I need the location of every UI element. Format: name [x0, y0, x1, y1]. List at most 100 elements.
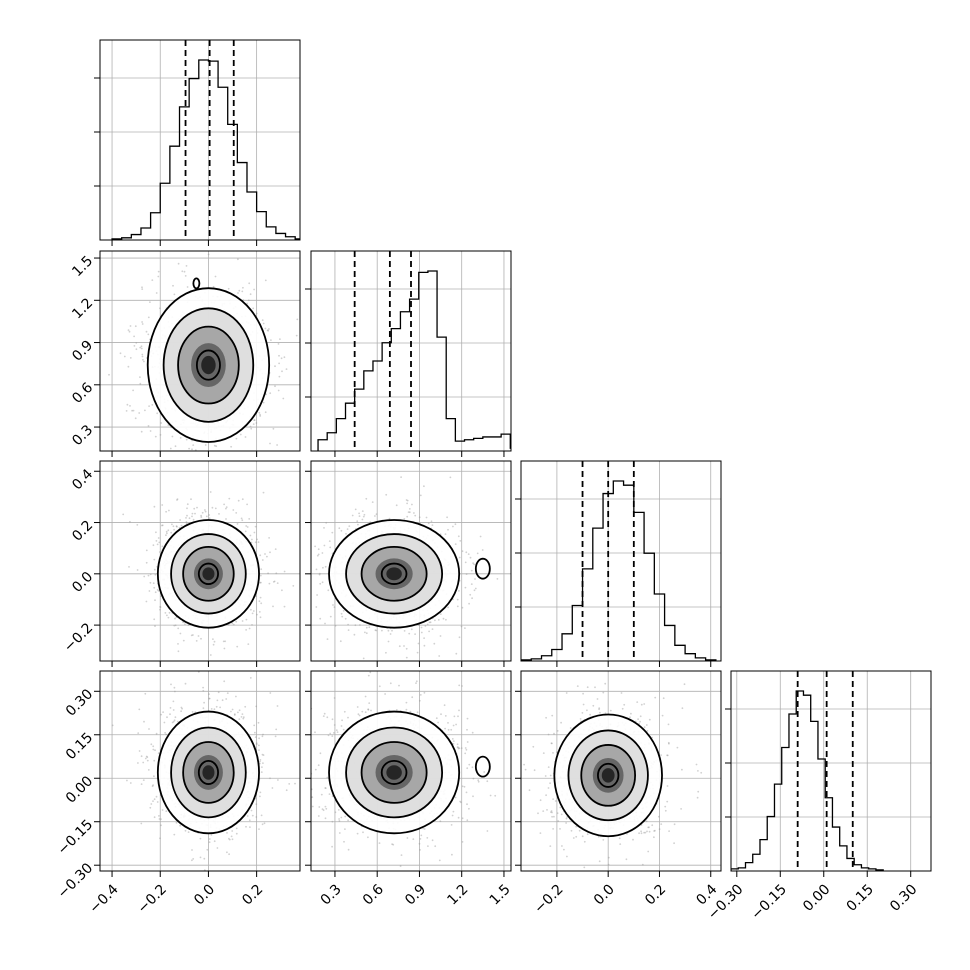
scatter-point: [288, 783, 291, 785]
scatter-point: [201, 511, 204, 514]
scatter-point: [262, 491, 265, 494]
scatter-point: [235, 695, 237, 698]
scatter-point: [251, 624, 253, 626]
scatter-point: [152, 582, 155, 585]
scatter-point: [132, 389, 135, 392]
histogram-panel-0: [94, 39, 301, 246]
scatter-point: [272, 605, 274, 608]
scatter-point: [262, 754, 265, 756]
scatter-point: [223, 680, 226, 683]
scatter-point: [153, 798, 156, 801]
scatter-point: [151, 404, 154, 406]
scatter-point: [395, 504, 398, 507]
scatter-point: [190, 634, 193, 637]
scatter-point: [226, 692, 229, 694]
scatter-point: [423, 644, 426, 647]
scatter-point: [406, 502, 408, 505]
x-tick-label: −0.4: [86, 881, 121, 916]
contour-line: [182, 545, 235, 602]
scatter-point: [141, 353, 144, 356]
scatter-point: [141, 321, 144, 323]
scatter-point: [154, 591, 157, 594]
scatter-panel-1-2: [302, 460, 512, 667]
scatter-point: [172, 525, 175, 528]
scatter-point: [186, 503, 189, 506]
scatter-point: [232, 623, 235, 626]
scatter-point: [225, 698, 228, 700]
scatter-point: [129, 357, 132, 359]
y-tick-label: 1.2: [69, 295, 96, 322]
scatter-point: [464, 752, 467, 755]
scatter-point: [199, 856, 202, 859]
scatter-point: [155, 795, 158, 798]
scatter-panel-0-3: −0.4 −0.2 0.0 0.2−0.30−0.150.000.150.30: [55, 670, 301, 917]
scatter-point: [242, 716, 245, 719]
scatter-point: [158, 551, 161, 553]
panel-content: [100, 461, 300, 661]
scatter-point: [249, 826, 251, 828]
scatter-point: [171, 435, 174, 438]
scatter-point: [466, 819, 469, 822]
scatter-point: [153, 759, 156, 762]
scatter-point: [296, 318, 299, 321]
scatter-point: [269, 777, 271, 780]
scatter-point: [425, 516, 428, 519]
scatter-point: [303, 781, 305, 783]
scatter-point: [405, 499, 408, 501]
axes-frame: [99, 39, 301, 241]
scatter-point: [245, 629, 248, 631]
scatter-point: [153, 558, 156, 561]
scatter-point: [160, 713, 163, 716]
scatter-point: [259, 760, 261, 763]
scatter-point: [323, 712, 326, 715]
scatter-point: [141, 286, 143, 289]
scatter-point: [427, 845, 429, 847]
scatter-point: [356, 520, 359, 523]
scatter-point: [135, 348, 138, 351]
scatter-point: [451, 814, 454, 817]
scatter-point: [322, 566, 324, 569]
scatter-point: [230, 445, 233, 448]
scatter-point: [255, 312, 258, 315]
scatter-point: [218, 513, 220, 515]
scatter-point: [268, 582, 271, 585]
scatter-point: [275, 728, 278, 731]
scatter-point: [223, 503, 226, 506]
scatter-point: [460, 625, 463, 628]
scatter-point: [262, 401, 265, 404]
scatter-point: [174, 445, 177, 448]
scatter-point: [176, 525, 178, 528]
scatter-point: [318, 806, 321, 808]
scatter-point: [161, 524, 163, 527]
scatter-point: [215, 445, 218, 448]
scatter-point: [186, 514, 188, 517]
scatter-point: [212, 638, 214, 640]
scatter-point: [228, 838, 231, 841]
scatter-point: [447, 606, 449, 609]
scatter-point: [251, 612, 254, 615]
scatter-point: [294, 782, 296, 785]
scatter-point: [207, 253, 210, 256]
scatter-point: [179, 519, 182, 521]
scatter-point: [342, 609, 345, 612]
scatter-point: [259, 574, 262, 577]
scatter-point: [410, 628, 413, 631]
contour-line: [360, 545, 428, 602]
scatter-point: [143, 575, 146, 578]
scatter-point: [278, 362, 280, 365]
scatter-point: [315, 568, 318, 571]
scatter-point: [275, 572, 278, 575]
scatter-point: [191, 859, 193, 862]
scatter-point: [145, 330, 148, 333]
scatter-point: [210, 708, 213, 710]
scatter-point: [196, 506, 198, 509]
scatter-point: [157, 270, 160, 273]
scatter-point: [293, 748, 295, 750]
scatter-point: [334, 811, 337, 814]
scatter-point: [427, 522, 430, 525]
scatter-point: [167, 529, 170, 532]
scatter-point: [238, 289, 241, 292]
scatter-point: [471, 597, 473, 600]
scatter-point: [302, 541, 304, 543]
scatter-point: [165, 530, 168, 533]
